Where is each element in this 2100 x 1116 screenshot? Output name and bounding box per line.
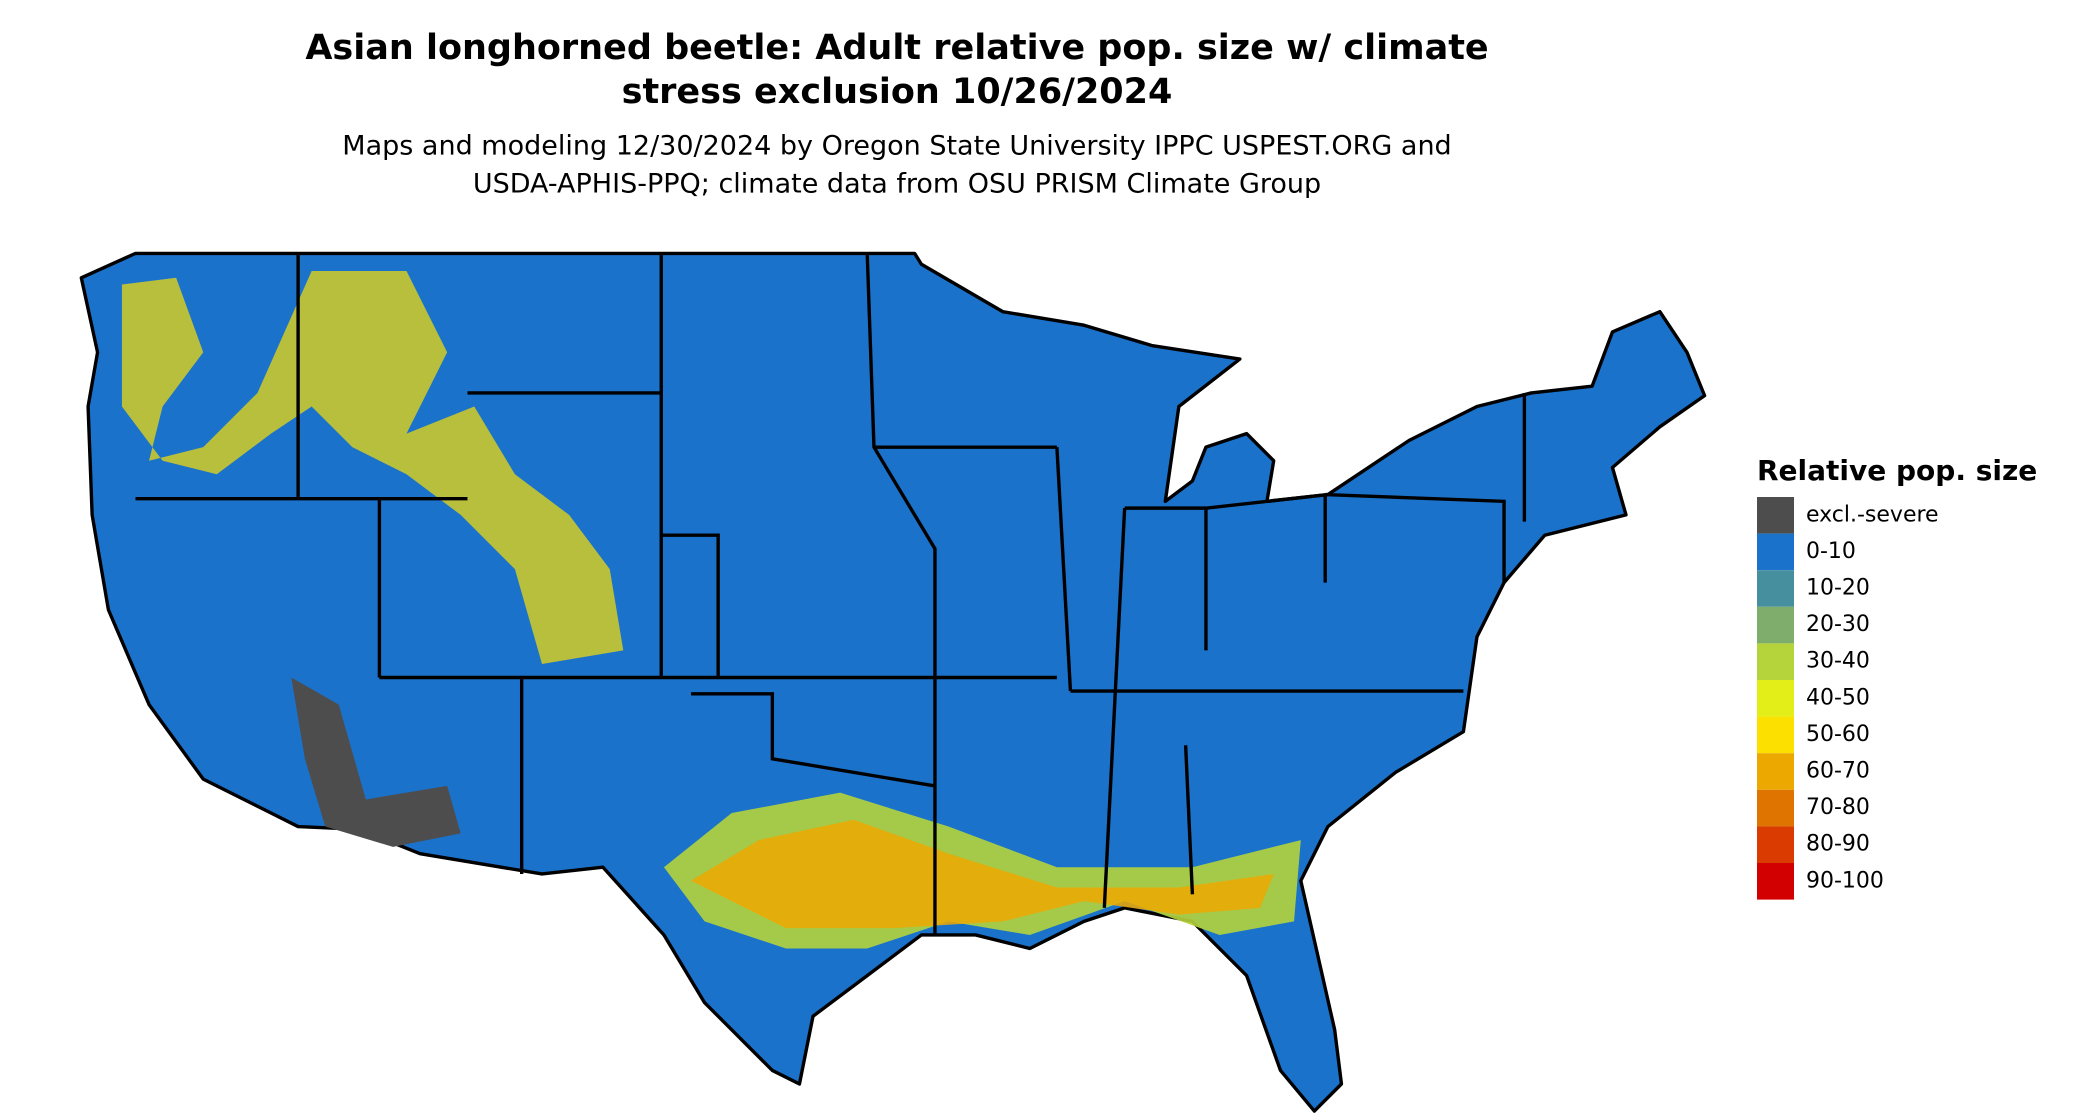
legend-swatch [1757, 606, 1794, 644]
legend-label: 50-60 [1806, 722, 1870, 747]
legend-label: 80-90 [1806, 832, 1870, 857]
legend-swatch [1757, 863, 1794, 900]
legend-label: 70-80 [1806, 795, 1870, 820]
legend-swatch [1757, 753, 1794, 790]
title: Asian longhorned beetle: Adult relative … [305, 28, 1488, 68]
legend-swatch [1757, 497, 1794, 534]
legend-label: 10-20 [1806, 576, 1870, 601]
legend-swatch [1757, 533, 1794, 571]
legend-label: 40-50 [1806, 685, 1870, 710]
us-map [79, 251, 1707, 1113]
legend-label: 0-10 [1806, 539, 1856, 564]
state-borders [135, 253, 1527, 935]
legend-label: 20-30 [1806, 612, 1870, 637]
legend-swatch [1757, 643, 1794, 680]
title: stress exclusion 10/26/2024 [622, 72, 1173, 112]
legend-swatch [1757, 826, 1794, 863]
legend-label: 30-40 [1806, 649, 1870, 674]
legend-label: 60-70 [1806, 759, 1870, 784]
legend-swatch [1757, 570, 1794, 607]
legend-swatch [1757, 789, 1794, 827]
legend: excl.-severe 0-10 10-20 20-30 30-40 40-50 50-6… [1757, 497, 1939, 900]
subtitle: USDA-APHIS-PPQ; climate data from OSU PR… [473, 169, 1321, 200]
excluded-zone [291, 677, 461, 847]
mountain-zone [121, 271, 624, 664]
legend-swatch [1757, 680, 1794, 717]
legend-swatch [1757, 716, 1794, 754]
legend-label: 90-100 [1806, 868, 1884, 893]
warm-zone [691, 819, 1274, 929]
border [135, 253, 1527, 935]
legend-title: Relative pop. size [1757, 454, 2037, 487]
legend-label: excl.-severe [1806, 502, 1939, 527]
subtitle: Maps and modeling 12/30/2024 by Oregon S… [342, 131, 1451, 162]
